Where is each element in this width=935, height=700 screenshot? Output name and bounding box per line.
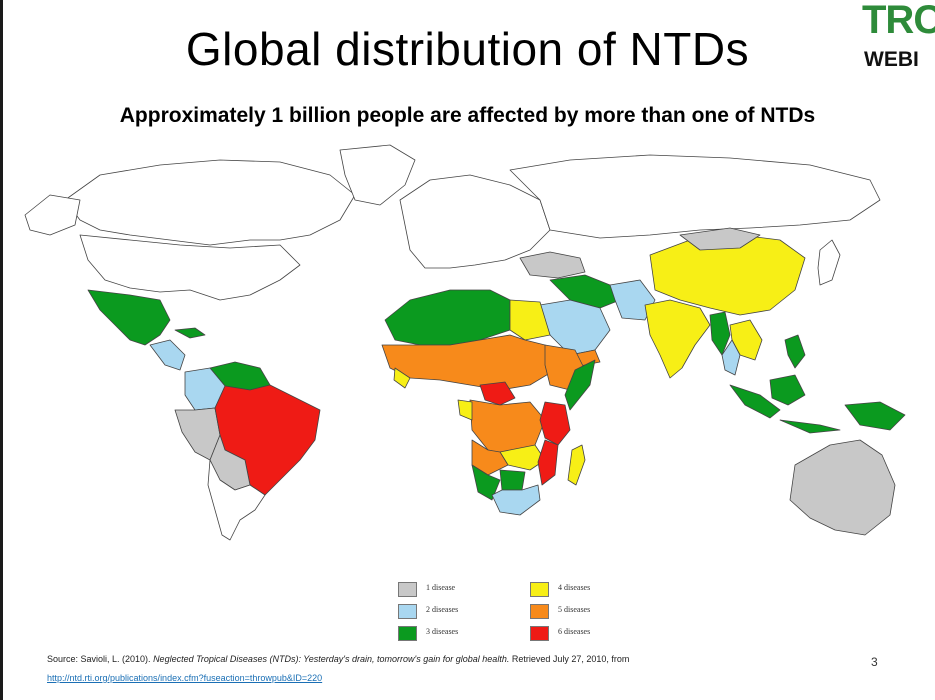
legend-label: 1 disease (426, 583, 456, 592)
source-title: Neglected Tropical Diseases (NTDs): Yest… (153, 654, 510, 664)
region-southern-cone (207, 459, 266, 541)
legend-item-2-diseases: 2 diseases (398, 604, 518, 620)
legend-label: 6 diseases (558, 627, 591, 636)
region-madagascar (567, 444, 586, 486)
region-namibia (471, 464, 501, 501)
legend-item-3-diseases: 3 diseases (398, 626, 518, 642)
region-india (644, 299, 711, 379)
source-prefix: Source: Savioli, L. (2010). (47, 654, 154, 664)
region-myanmar (709, 311, 731, 356)
region-russia (509, 154, 881, 239)
legend-item-5-diseases: 5 diseases (530, 604, 650, 620)
region-pakistan (609, 279, 656, 321)
region-arabia (539, 299, 611, 356)
slide-number: 3 (871, 655, 878, 669)
region-canada (64, 159, 356, 246)
region-gabon (457, 399, 473, 421)
region-mongolia (679, 227, 761, 251)
region-north-africa (384, 289, 511, 346)
legend-label: 4 diseases (558, 583, 591, 592)
legend-item-4-diseases: 4 diseases (530, 582, 650, 598)
region-mexico (87, 289, 171, 346)
slide-title: Global distribution of NTDs (185, 23, 750, 75)
logo-top-text: TRC (862, 0, 935, 42)
region-indonesia-west (729, 384, 781, 419)
map-legend: 1 disease 2 diseases 3 diseases 4 diseas… (398, 582, 658, 648)
legend-item-1-disease: 1 disease (398, 582, 518, 598)
region-liberia (393, 367, 411, 389)
source-suffix: Retrieved July 27, 2010, from (509, 654, 630, 664)
region-east-africa (539, 401, 571, 446)
legend-swatch (530, 604, 549, 619)
webinar-logo: TRC WEBI (858, 0, 935, 80)
legend-swatch (530, 582, 549, 597)
region-south-africa (491, 484, 541, 516)
region-somalia (564, 359, 596, 411)
slide-left-border (0, 0, 3, 700)
region-botswana (499, 469, 526, 491)
legend-label: 3 diseases (426, 627, 459, 636)
legend-swatch (398, 582, 417, 597)
region-central-asia (519, 251, 586, 279)
region-indonesia-east (779, 419, 841, 434)
region-mozambique (537, 439, 559, 486)
legend-swatch (398, 626, 417, 641)
logo-bottom-text: WEBI (864, 48, 919, 71)
source-link[interactable]: http://ntd.rti.org/publications/index.cf… (47, 673, 323, 683)
region-caribbean (174, 327, 206, 339)
region-alaska (24, 194, 81, 236)
region-europe (399, 174, 551, 269)
region-egypt (509, 299, 551, 341)
region-usa (79, 234, 301, 301)
slide-subtitle: Approximately 1 billion people are affec… (119, 104, 816, 127)
legend-swatch (398, 604, 417, 619)
world-map (24, 144, 906, 541)
region-papua (844, 401, 906, 431)
legend-label: 5 diseases (558, 605, 591, 614)
source-citation: Source: Savioli, L. (2010). Neglected Tr… (47, 654, 907, 664)
legend-swatch (530, 626, 549, 641)
region-central-africa (479, 381, 516, 406)
region-greenland (339, 144, 416, 206)
region-borneo (769, 374, 806, 406)
region-central-america (149, 339, 186, 371)
region-australia (789, 439, 896, 536)
legend-item-6-diseases: 6 diseases (530, 626, 650, 642)
region-philippines (784, 334, 806, 369)
legend-label: 2 diseases (426, 605, 459, 614)
region-japan (817, 239, 841, 286)
region-thailand (721, 339, 741, 376)
